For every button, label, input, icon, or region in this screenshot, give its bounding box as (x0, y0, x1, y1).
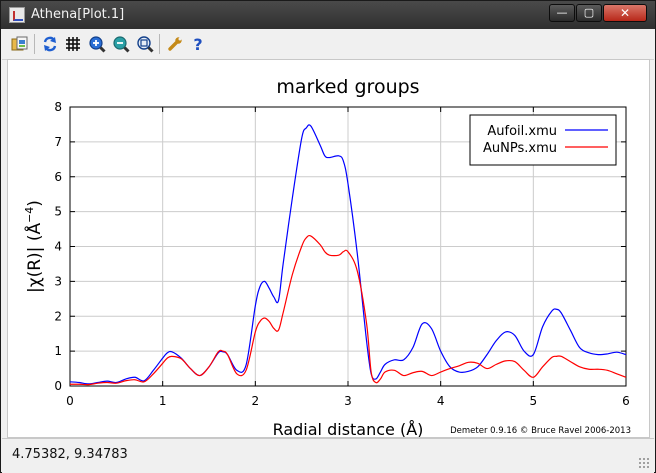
y-axis-label: |χ(R)| (Å−4) (23, 200, 45, 293)
legend-label: Aufoil.xmu (487, 124, 557, 139)
y-tick-label: 4 (54, 240, 62, 254)
y-tick-label: 3 (54, 274, 62, 288)
window-title: Athena[Plot.1] (31, 7, 125, 22)
credit-text: Demeter 0.9.16 © Bruce Ravel 2006-2013 (450, 426, 631, 436)
y-axis-label-exponent: −4 (23, 207, 36, 223)
legend-box (469, 114, 617, 166)
chart-title: marked groups (276, 76, 419, 98)
y-axis-label-text: |χ(R)| (Å (23, 223, 45, 293)
y-tick-label: 8 (54, 100, 62, 114)
help-icon[interactable]: ? (189, 35, 207, 54)
save-image-icon[interactable] (11, 35, 29, 53)
y-tick-label: 7 (54, 135, 62, 149)
x-tick-label: 6 (622, 394, 630, 408)
series-line-0 (69, 124, 627, 385)
x-tick-label: 5 (530, 394, 538, 408)
close-button[interactable]: ✕ (603, 4, 647, 22)
grid-icon[interactable] (64, 35, 82, 53)
y-axis-label-close: ) (25, 200, 45, 207)
toolbar: ? (2, 29, 654, 60)
svg-text:?: ? (193, 35, 202, 53)
y-tick-label: 1 (54, 344, 62, 358)
chart-svg: 0 1 2 3 4 5 6 0 1 2 3 4 5 6 7 8 marked groups Radial dist… (23, 76, 631, 439)
x-tick-label: 4 (437, 394, 445, 408)
zoom-out-icon[interactable] (112, 35, 130, 53)
legend-label: AuNPs.xmu (483, 141, 557, 156)
status-bar: 4.75382, 9.34783 (2, 438, 654, 473)
minimize-button[interactable]: — (549, 4, 575, 22)
y-tick-label: 5 (54, 205, 62, 219)
y-tick-label: 6 (54, 170, 62, 184)
x-axis-label: Radial distance (Å) (273, 420, 424, 437)
y-tick-label: 2 (54, 309, 62, 323)
zoom-in-icon[interactable] (88, 35, 106, 53)
x-tick-label: 1 (159, 394, 167, 408)
plot-canvas[interactable]: 0 1 2 3 4 5 6 0 1 2 3 4 5 6 7 8 marked groups Radial dist… (7, 59, 650, 439)
title-bar[interactable]: Athena[Plot.1] — ▢ ✕ (1, 1, 655, 29)
refresh-icon[interactable] (41, 35, 59, 53)
maximize-button[interactable]: ▢ (576, 4, 602, 22)
series-line-1 (69, 234, 627, 386)
app-icon (9, 7, 25, 23)
resize-grip-icon[interactable] (638, 457, 650, 469)
x-tick-label: 3 (344, 394, 352, 408)
wrench-icon[interactable] (166, 35, 184, 53)
x-tick-label: 2 (252, 394, 260, 408)
cursor-coordinates: 4.75382, 9.34783 (12, 447, 128, 462)
y-tick-label: 0 (54, 379, 62, 393)
x-tick-label: 0 (66, 394, 74, 408)
zoom-fit-icon[interactable] (136, 35, 154, 53)
